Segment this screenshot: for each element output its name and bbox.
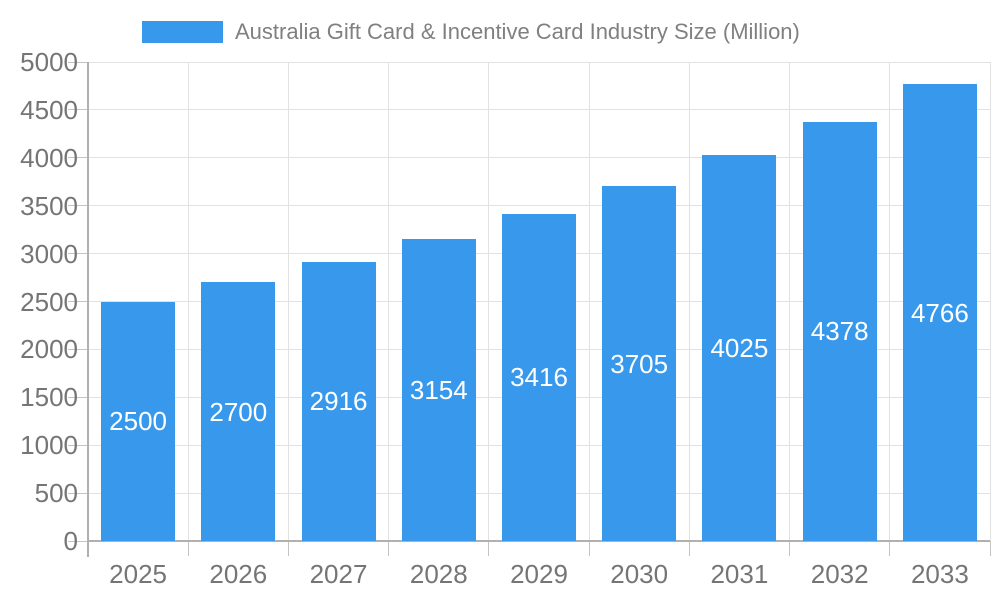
y-tick-1500 bbox=[68, 396, 88, 398]
x-tick-4 bbox=[488, 541, 490, 556]
x-tick-6 bbox=[688, 541, 690, 556]
x-tick-2 bbox=[287, 541, 289, 556]
x-axis-label-2025: 2025 bbox=[109, 559, 168, 589]
gridline-x-2 bbox=[287, 62, 289, 541]
bar-value-label: 3705 bbox=[610, 348, 669, 379]
x-tick-1 bbox=[187, 541, 189, 556]
y-tick-1000 bbox=[68, 444, 88, 446]
bar-2026[interactable]: 2700 bbox=[201, 282, 276, 541]
legend-label: Australia Gift Card & Incentive Card Ind… bbox=[235, 19, 800, 44]
gridline-x-8 bbox=[889, 62, 891, 541]
y-axis-label: 500 bbox=[34, 478, 78, 509]
bar-2025[interactable]: 2500 bbox=[101, 301, 176, 541]
y-tick-5000 bbox=[68, 61, 88, 63]
gridline-x-5 bbox=[588, 62, 590, 541]
y-tick-2000 bbox=[68, 348, 88, 350]
bar-value-label: 2700 bbox=[209, 396, 268, 427]
bar-2029[interactable]: 3416 bbox=[502, 213, 576, 541]
y-axis-label: 3000 bbox=[20, 238, 78, 269]
bar-value-label: 4378 bbox=[810, 316, 869, 347]
x-axis-label-2030: 2030 bbox=[610, 559, 669, 589]
y-tick-2500 bbox=[68, 301, 88, 302]
bar-2032[interactable]: 4378 bbox=[802, 121, 877, 541]
bar-value-label: 2916 bbox=[309, 386, 368, 417]
y-tick-3000 bbox=[68, 253, 88, 255]
x-axis-label-2033: 2033 bbox=[910, 559, 969, 589]
x-tick-3 bbox=[388, 541, 390, 556]
bar-2030[interactable]: 3705 bbox=[602, 186, 677, 541]
x-axis-label-2026: 2026 bbox=[209, 559, 268, 589]
gridline-y-4500 bbox=[88, 109, 990, 111]
y-axis-label: 2500 bbox=[20, 286, 78, 317]
y-axis-label: 1000 bbox=[20, 430, 78, 461]
x-tick-5 bbox=[588, 541, 590, 556]
bar-value-label: 4025 bbox=[710, 333, 769, 364]
y-tick-4000 bbox=[68, 157, 88, 159]
bar-2033[interactable]: 4766 bbox=[902, 84, 977, 541]
bar-value-label: 4766 bbox=[910, 297, 969, 328]
x-tick-8 bbox=[889, 541, 891, 556]
x-axis-label-2028: 2028 bbox=[409, 559, 468, 589]
x-tick-9 bbox=[989, 541, 991, 556]
x-axis-label-2031: 2031 bbox=[710, 559, 769, 589]
x-axis-label-2029: 2029 bbox=[510, 559, 568, 589]
y-tick-500 bbox=[68, 492, 88, 494]
y-axis-label: 4000 bbox=[20, 142, 78, 173]
y-axis-label: 4500 bbox=[20, 94, 78, 125]
gridline-x-4 bbox=[488, 62, 490, 541]
y-axis-label: 2000 bbox=[20, 334, 78, 365]
gridline-x-9 bbox=[989, 62, 991, 541]
x-axis-label-2032: 2032 bbox=[810, 559, 869, 589]
x-axis-line bbox=[88, 540, 990, 542]
x-tick-7 bbox=[789, 541, 791, 556]
bar-2027[interactable]: 2916 bbox=[301, 261, 376, 541]
y-axis-label: 5000 bbox=[20, 47, 78, 77]
y-axis-label: 0 bbox=[63, 526, 78, 556]
gridline-x-1 bbox=[187, 62, 189, 541]
legend-swatch bbox=[142, 21, 223, 43]
gridline-x-3 bbox=[388, 62, 390, 541]
bar-2031[interactable]: 4025 bbox=[702, 155, 777, 541]
y-tick-0 bbox=[68, 540, 88, 542]
bar-value-label: 2500 bbox=[109, 406, 168, 437]
y-tick-4500 bbox=[68, 109, 88, 111]
gridline-x-6 bbox=[688, 62, 690, 541]
y-axis-label: 1500 bbox=[20, 382, 78, 413]
y-axis-label: 3500 bbox=[20, 190, 78, 221]
chart-legend[interactable]: Australia Gift Card & Incentive Card Ind… bbox=[142, 19, 800, 44]
gridline-y-3500 bbox=[88, 205, 990, 207]
gridline-y-4000 bbox=[88, 157, 990, 159]
y-tick-3500 bbox=[68, 205, 88, 207]
x-axis-label-2027: 2027 bbox=[309, 559, 368, 589]
bar-value-label: 3416 bbox=[510, 362, 568, 393]
bar-value-label: 3154 bbox=[409, 374, 468, 405]
bar-2028[interactable]: 3154 bbox=[401, 238, 476, 541]
y-axis-line bbox=[87, 62, 89, 557]
gridline-x-7 bbox=[789, 62, 791, 541]
gridline-y-5000 bbox=[88, 61, 990, 63]
